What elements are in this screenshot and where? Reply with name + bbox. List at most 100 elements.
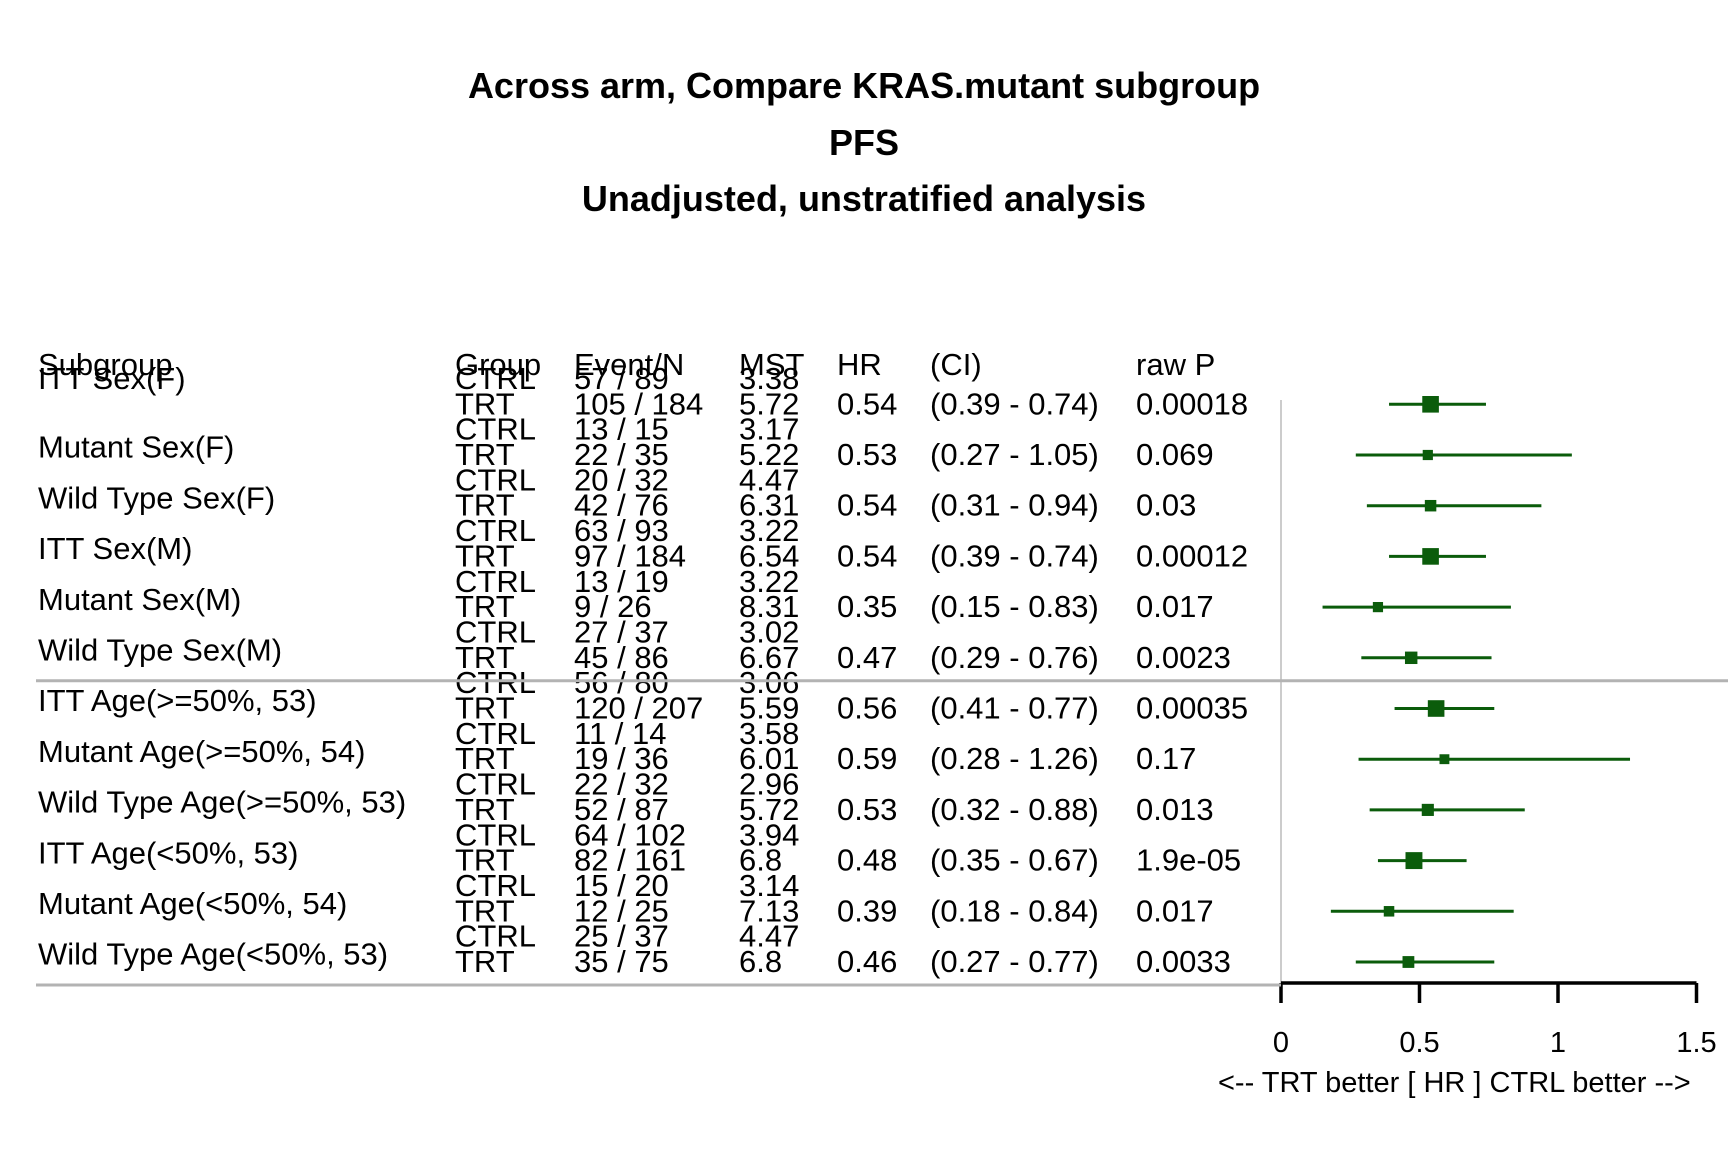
table-row: Mutant Sex(F) CTRL 13 / 15 3.17 TRT 22 / 35 5.… [38, 412, 1214, 472]
group-label: TRT [455, 488, 515, 523]
hr-value: 0.46 [837, 944, 897, 979]
table-row: ITT Sex(F) CTRL 57 / 89 3.38 TRT 105 / 184 5.7… [38, 361, 1248, 421]
trt-mst: 5.59 [739, 691, 799, 726]
subgroup-label: ITT Sex(M) [38, 531, 192, 566]
group-label: TRT [455, 893, 515, 928]
trt-mst: 5.22 [739, 437, 799, 472]
trt-event-n: 120 / 207 [574, 691, 703, 726]
x-tick-label: 0.5 [1399, 1027, 1439, 1059]
x-axis: 0 0.5 1 1.5 [1273, 981, 1717, 1059]
hr-point [1372, 602, 1384, 613]
x-tick-label: 1 [1550, 1027, 1566, 1059]
table-row: ITT Age(>=50%, 53) CTRL 56 / 80 3.06 TRT 120 … [38, 665, 1248, 725]
table-row: Wild Type Sex(F) CTRL 20 / 32 4.47 TRT 42 / 7… [38, 462, 1196, 522]
ctrl-mst: 3.06 [739, 665, 799, 700]
hr-value: 0.59 [837, 741, 897, 776]
trt-event-n: 97 / 184 [574, 538, 686, 573]
group-label: TRT [455, 386, 515, 421]
group-label: TRT [455, 589, 515, 624]
hr-value: 0.35 [837, 589, 897, 624]
subgroup-label: Wild Type Sex(M) [38, 633, 282, 668]
ci-value: (0.35 - 0.67) [930, 843, 1099, 878]
ci-value: (0.39 - 0.74) [930, 538, 1099, 573]
title-line-1: Across arm, Compare KRAS.mutant subgroup [468, 65, 1260, 106]
ctrl-mst: 4.47 [739, 919, 799, 954]
hr-value: 0.54 [837, 386, 897, 421]
table-row: Mutant Age(<50%, 54) CTRL 15 / 20 3.14 TRT 12… [38, 868, 1214, 928]
ctrl-mst: 3.17 [739, 412, 799, 447]
trt-event-n: 22 / 35 [574, 437, 669, 472]
trt-mst: 6.31 [739, 488, 799, 523]
separators [36, 679, 1728, 987]
group-label: CTRL [455, 513, 536, 548]
ctrl-event-n: 57 / 89 [574, 361, 669, 396]
hr-value: 0.48 [837, 843, 897, 878]
hr-value: 0.39 [837, 893, 897, 928]
ci-value: (0.28 - 1.26) [930, 741, 1099, 776]
table-row: ITT Sex(M) CTRL 63 / 93 3.22 TRT 97 / 184 6.54… [38, 513, 1248, 573]
group-label: CTRL [455, 868, 536, 903]
ctrl-mst: 3.22 [739, 564, 799, 599]
ci-value: (0.39 - 0.74) [930, 386, 1099, 421]
subgroup-label: Mutant Age(<50%, 54) [38, 886, 347, 921]
ctrl-event-n: 15 / 20 [574, 868, 669, 903]
ctrl-mst: 3.38 [739, 361, 799, 396]
ci-value: (0.15 - 0.83) [930, 589, 1099, 624]
ci-value: (0.27 - 1.05) [930, 437, 1099, 472]
trt-event-n: 19 / 36 [574, 741, 669, 776]
ctrl-mst: 3.22 [739, 513, 799, 548]
chart-title: Across arm, Compare KRAS.mutant subgroup… [468, 65, 1260, 219]
trt-mst: 6.8 [739, 944, 782, 979]
group-label: TRT [455, 843, 515, 878]
subgroup-label: ITT Age(>=50%, 53) [38, 683, 317, 718]
p-value: 0.00012 [1136, 538, 1248, 573]
p-value: 0.069 [1136, 437, 1214, 472]
p-value: 0.00035 [1136, 691, 1248, 726]
ctrl-event-n: 25 / 37 [574, 919, 669, 954]
subgroup-label: Wild Type Age(>=50%, 53) [38, 785, 406, 820]
ci-value: (0.31 - 0.94) [930, 488, 1099, 523]
ctrl-event-n: 56 / 80 [574, 665, 669, 700]
hr-value: 0.56 [837, 691, 897, 726]
header-event-n: Event/N [574, 347, 684, 382]
subgroup-label: ITT Sex(F) [38, 361, 186, 396]
group-label: CTRL [455, 361, 536, 396]
ci-value: (0.32 - 0.88) [930, 792, 1099, 827]
trt-event-n: 52 / 87 [574, 792, 669, 827]
p-value: 0.0033 [1136, 944, 1231, 979]
table-rows: ITT Sex(F) CTRL 57 / 89 3.38 TRT 105 / 184 5.7… [38, 361, 1248, 979]
hr-value: 0.53 [837, 792, 897, 827]
p-value: 0.017 [1136, 893, 1214, 928]
p-value: 0.013 [1136, 792, 1214, 827]
subgroup-label: Mutant Sex(F) [38, 430, 234, 465]
group-label: CTRL [455, 919, 536, 954]
p-value: 0.03 [1136, 488, 1196, 523]
ctrl-mst: 3.14 [739, 868, 799, 903]
p-value: 0.0023 [1136, 640, 1231, 675]
subgroup-label: ITT Age(<50%, 53) [38, 835, 299, 870]
group-label: TRT [455, 741, 515, 776]
hr-value: 0.53 [837, 437, 897, 472]
hr-point [1383, 906, 1395, 917]
trt-mst: 6.54 [739, 538, 799, 573]
header-group: Group [455, 347, 541, 382]
ctrl-mst: 3.58 [739, 716, 799, 751]
hr-point [1439, 754, 1450, 765]
group-label: TRT [455, 437, 515, 472]
group-label: TRT [455, 944, 515, 979]
ctrl-mst: 3.02 [739, 615, 799, 650]
group-label: CTRL [455, 564, 536, 599]
ctrl-mst: 4.47 [739, 462, 799, 497]
subgroup-label: Mutant Sex(M) [38, 582, 241, 617]
subgroup-label: Wild Type Age(<50%, 53) [38, 937, 388, 972]
table-row: Wild Type Sex(M) CTRL 27 / 37 3.02 TRT 45 / 8… [38, 615, 1231, 675]
p-value: 0.017 [1136, 589, 1214, 624]
ctrl-event-n: 22 / 32 [574, 767, 669, 802]
group-label: CTRL [455, 665, 536, 700]
hr-value: 0.47 [837, 640, 897, 675]
ctrl-event-n: 27 / 37 [574, 615, 669, 650]
group-label: CTRL [455, 462, 536, 497]
table-row: ITT Age(<50%, 53) CTRL 64 / 102 3.94 TRT 82 /… [38, 817, 1241, 877]
group-label: TRT [455, 792, 515, 827]
